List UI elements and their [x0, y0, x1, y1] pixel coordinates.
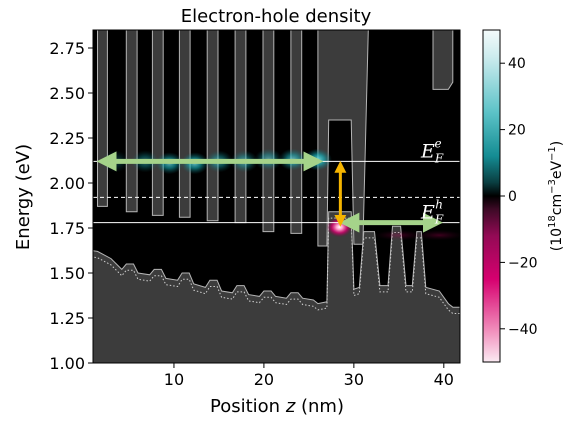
- conduction-band-region: [93, 30, 460, 247]
- x-axis-title: Position z (nm): [210, 396, 344, 417]
- colorbar-tick-label: −20: [508, 255, 538, 271]
- colorbar: [482, 29, 501, 363]
- colorbar-tick-label: 20: [508, 123, 526, 139]
- x-tick-label: 40: [434, 370, 454, 389]
- y-tick-label: 1.25: [49, 309, 85, 328]
- y-tick-label: 1.00: [49, 354, 85, 373]
- hole-fermi-label: EFh: [420, 198, 444, 227]
- x-tick-label: 10: [164, 370, 184, 389]
- y-tick-label: 1.75: [49, 219, 85, 238]
- fermi-labels: EFe EFh: [420, 136, 444, 226]
- plot-area: EFe EFh: [93, 30, 460, 363]
- colorbar-ticks: 40 20 0 −20 −40: [500, 56, 538, 338]
- y-axis-title: Energy (eV): [13, 144, 34, 250]
- x-tick-label: 20: [254, 370, 274, 389]
- colorbar-tick-label: −40: [508, 322, 538, 338]
- x-axis-ticks: 10 20 30 40: [164, 363, 454, 389]
- y-tick-label: 2.25: [49, 129, 85, 148]
- plot-frame: [92, 29, 461, 364]
- x-tick-label: 30: [344, 370, 364, 389]
- hole-density-blob: [374, 230, 423, 241]
- y-tick-label: 2.00: [49, 174, 85, 193]
- valence-band-edge: [93, 211, 460, 308]
- arrows-group: [96, 151, 444, 233]
- y-tick-label: 2.75: [49, 39, 85, 58]
- valence-band-region: [93, 211, 460, 363]
- valence-band-dotted-edge: [93, 217, 460, 314]
- colorbar-tick-label: 0: [508, 189, 517, 205]
- colorbar-label: (1018cm−3eV−1): [547, 141, 565, 252]
- y-tick-label: 1.50: [49, 264, 85, 283]
- hole-density-blob: [415, 230, 460, 241]
- y-axis-ticks: 1.00 1.25 1.50 1.75 2.00 2.25 2.50 2.75: [49, 39, 93, 373]
- chart-title: Electron-hole density: [181, 6, 372, 27]
- y-tick-label: 2.50: [49, 84, 85, 103]
- colorbar-tick-label: 40: [508, 56, 526, 72]
- electron-fermi-label: EFe: [420, 136, 444, 165]
